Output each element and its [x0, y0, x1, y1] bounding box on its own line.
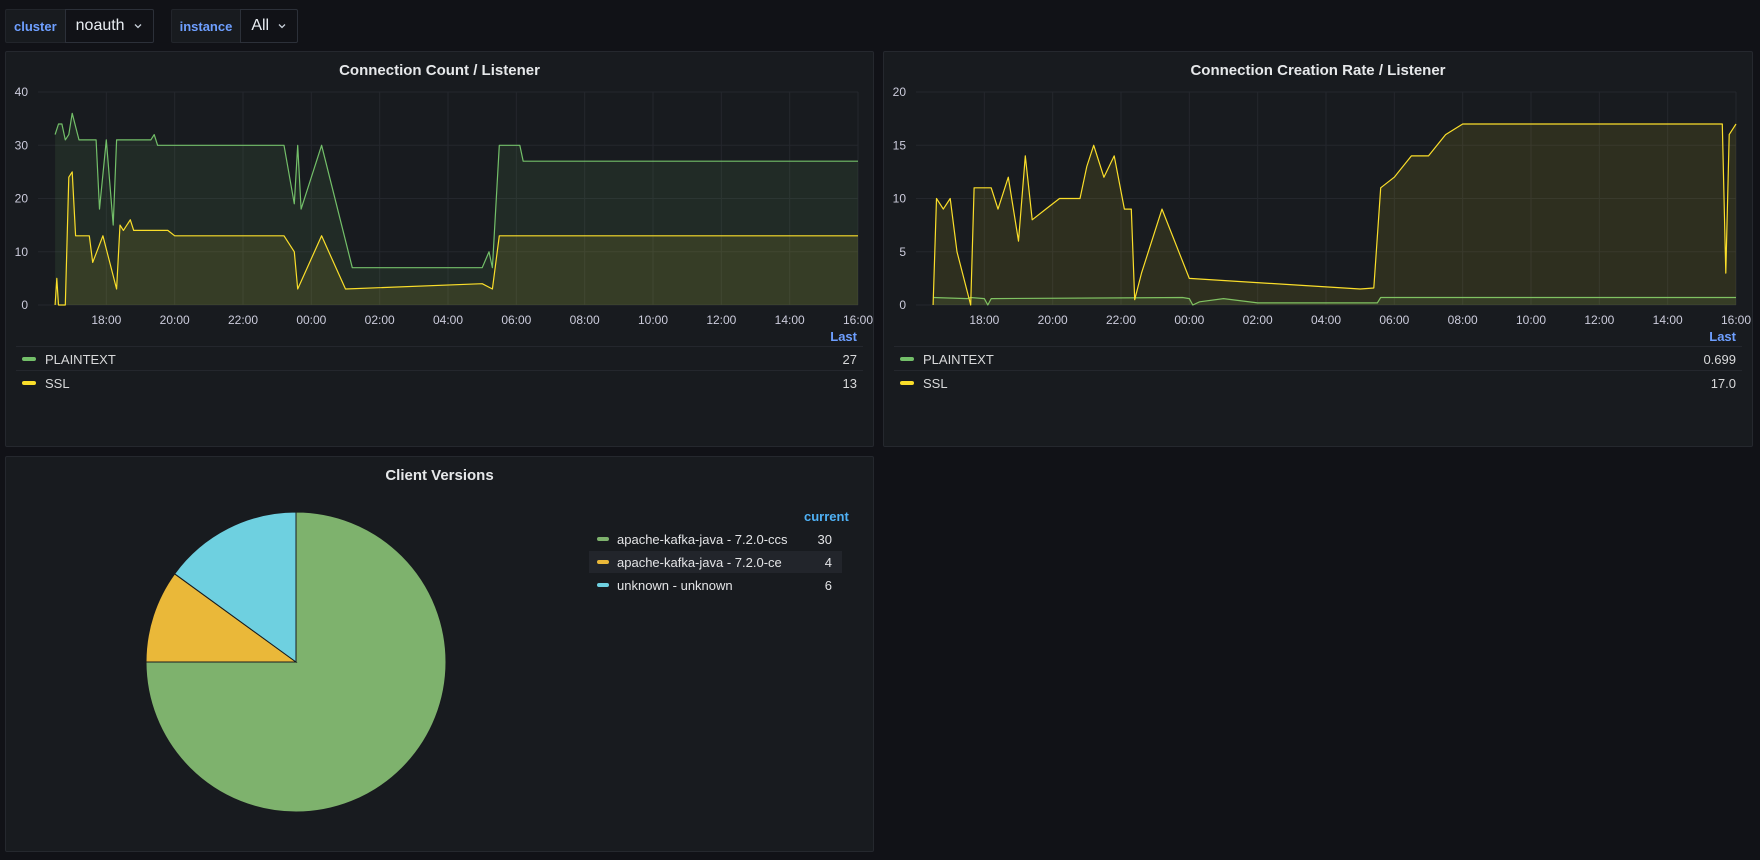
x-tick-label: 20:00 — [1038, 313, 1068, 327]
legend-name: unknown - unknown — [617, 577, 733, 593]
legend-header-current[interactable]: current — [804, 509, 849, 524]
legend-value: 0.699 — [1703, 351, 1736, 367]
series-area-ssl — [55, 171, 859, 305]
legend-name: apache-kafka-java - 7.2.0-ce — [617, 554, 782, 570]
panel-connection-rate[interactable]: Connection Creation Rate / Listener 0 5 10… — [883, 51, 1753, 447]
x-tick-label: 00:00 — [1174, 313, 1204, 327]
legend-value: 27 — [842, 351, 857, 367]
instance-select-value: All — [251, 17, 270, 34]
connection-rate-chart[interactable]: 0 5 10 15 20 18:00 20:00 22:00 00:00 02:00 04:00 06… — [884, 52, 1754, 342]
x-tick-label: 08:00 — [1448, 313, 1478, 327]
legend-value: 6 — [824, 577, 832, 593]
legend-swatch — [597, 537, 609, 541]
legend-name: SSL — [45, 375, 70, 391]
pie-slice[interactable] — [173, 511, 297, 663]
legend-swatch — [900, 357, 914, 361]
x-tick-label: 06:00 — [1379, 313, 1409, 327]
series-line-plaintext — [54, 112, 858, 269]
panel-title: Client Versions — [385, 467, 494, 484]
pie-legend-item[interactable]: unknown - unknown 6 — [589, 574, 842, 596]
x-tick-label: 18:00 — [969, 313, 999, 327]
series-area-plaintext — [933, 297, 1736, 305]
y-tick-label: 30 — [15, 138, 29, 152]
x-tick-label: 22:00 — [1106, 313, 1136, 327]
legend-value: 17.0 — [1710, 375, 1736, 391]
x-tick-label: 12:00 — [1584, 313, 1614, 327]
legend-name: SSL — [923, 375, 948, 391]
y-tick-label: 20 — [893, 85, 907, 99]
x-tick-label: 02:00 — [365, 313, 395, 327]
legend-swatch — [22, 381, 36, 385]
pie-legend-item[interactable]: apache-kafka-java - 7.2.0-ccs 30 — [589, 528, 842, 550]
x-tick-label: 08:00 — [570, 313, 600, 327]
x-tick-label: 22:00 — [228, 313, 258, 327]
client-versions-pie-chart[interactable] — [6, 457, 875, 853]
series-line-ssl — [54, 171, 858, 306]
x-tick-label: 16:00 — [843, 313, 873, 327]
series-area-ssl — [933, 124, 1736, 305]
legend-name: PLAINTEXT — [45, 351, 116, 367]
pie-slice[interactable] — [145, 573, 298, 663]
pie-legend-item[interactable]: apache-kafka-java - 7.2.0-ce 4 — [589, 551, 842, 573]
y-tick-label: 0 — [899, 298, 906, 312]
panel-connection-count[interactable]: Connection Count / Listener 0 10 20 30 40 18:… — [5, 51, 874, 447]
cluster-select-value: noauth — [75, 17, 125, 34]
instance-select[interactable]: All — [240, 9, 299, 43]
series-line-plaintext — [933, 296, 1736, 306]
legend-header-last[interactable]: Last — [830, 329, 857, 344]
series-line-ssl — [932, 123, 1737, 306]
cluster-select[interactable]: noauth — [64, 9, 154, 43]
y-tick-label: 10 — [893, 192, 907, 206]
x-tick-label: 06:00 — [501, 313, 531, 327]
legend-item-plaintext[interactable]: PLAINTEXT 0.699 — [894, 346, 1742, 371]
x-tick-label: 14:00 — [1653, 313, 1683, 327]
legend-item-ssl[interactable]: SSL 13 — [16, 370, 863, 395]
y-tick-label: 10 — [15, 245, 29, 259]
variable-label-instance: instance — [170, 9, 241, 43]
y-tick-label: 15 — [893, 138, 907, 152]
x-tick-label: 00:00 — [296, 313, 326, 327]
chevron-down-icon — [278, 24, 286, 29]
y-tick-label: 0 — [21, 298, 28, 312]
legend-value: 13 — [842, 375, 857, 391]
chevron-down-icon — [134, 24, 142, 29]
x-tick-label: 14:00 — [775, 313, 805, 327]
legend-swatch — [900, 381, 914, 385]
legend-value: 30 — [817, 531, 832, 547]
x-tick-label: 02:00 — [1243, 313, 1273, 327]
connection-count-chart[interactable]: 0 10 20 30 40 18:00 20:00 22:00 00:00 02:00 04:00 0… — [6, 52, 875, 342]
x-tick-label: 16:00 — [1721, 313, 1751, 327]
legend-item-ssl[interactable]: SSL 17.0 — [894, 370, 1742, 395]
legend-swatch — [22, 357, 36, 361]
legend-swatch — [597, 560, 609, 564]
legend-swatch — [597, 583, 609, 587]
x-tick-label: 20:00 — [160, 313, 190, 327]
x-tick-label: 04:00 — [433, 313, 463, 327]
y-tick-label: 5 — [899, 245, 906, 259]
panel-client-versions[interactable]: Client Versions current apache-kafka-jav… — [5, 456, 874, 852]
x-tick-label: 10:00 — [638, 313, 668, 327]
variables-bar: cluster noauth instance All — [5, 9, 299, 43]
legend-value: 4 — [824, 554, 832, 570]
panel-title: Connection Creation Rate / Listener — [1190, 62, 1446, 79]
y-tick-label: 20 — [15, 192, 29, 206]
variable-label-cluster: cluster — [5, 9, 65, 43]
x-tick-label: 10:00 — [1516, 313, 1546, 327]
x-tick-label: 12:00 — [706, 313, 736, 327]
legend-name: apache-kafka-java - 7.2.0-ccs — [617, 531, 788, 547]
y-tick-label: 40 — [15, 85, 29, 99]
panel-title: Connection Count / Listener — [339, 62, 540, 79]
legend-item-plaintext[interactable]: PLAINTEXT 27 — [16, 346, 863, 371]
x-tick-label: 18:00 — [91, 313, 121, 327]
pie-slice[interactable] — [145, 511, 447, 813]
legend-name: PLAINTEXT — [923, 351, 994, 367]
legend-header-last[interactable]: Last — [1709, 329, 1736, 344]
x-tick-label: 04:00 — [1311, 313, 1341, 327]
